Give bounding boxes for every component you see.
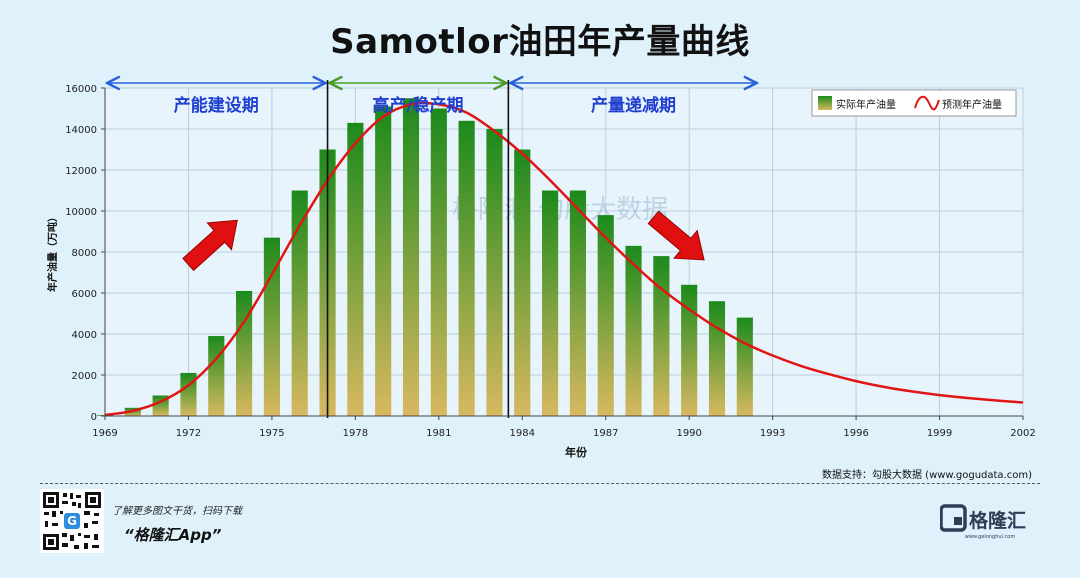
bar-1978	[347, 122, 364, 416]
bar-1979	[375, 106, 392, 416]
bar-1985	[542, 190, 559, 416]
bar-1984	[514, 149, 531, 416]
watermark-text: 格隆汇 勾股大数据	[452, 195, 668, 225]
y-axis-label: 年产油量（万吨）	[46, 212, 59, 292]
bar-1980	[402, 98, 420, 416]
bar-1972	[180, 372, 197, 416]
x-tick-label: 1978	[343, 428, 368, 439]
brand-logo: 格隆汇 www.gelonghui.com	[939, 503, 1040, 541]
footer-download-text: 了解更多图文干货，扫码下载	[112, 506, 242, 517]
legend-label-forecast: 预测年产油量	[942, 98, 1002, 111]
legend-bar-swatch	[818, 96, 832, 110]
y-tick-label: 2000	[72, 371, 97, 382]
bar-1986	[569, 190, 586, 416]
brand-name: 格隆汇	[969, 509, 1026, 532]
qr-code-icon: G	[40, 489, 104, 553]
bar-1991	[708, 301, 726, 416]
x-tick-label: 1987	[593, 428, 618, 439]
x-tick-label: 1975	[259, 428, 284, 439]
x-tick-label: 1972	[176, 428, 201, 439]
forecast-line	[104, 101, 1024, 417]
bar-1987	[597, 215, 614, 416]
y-tick-label: 0	[91, 412, 97, 423]
brand-url: www.gelonghui.com	[965, 534, 1016, 540]
bar-1992	[736, 317, 753, 416]
trend-down-arrow	[647, 210, 705, 261]
legend: 实际年产油量 预测年产油量	[811, 89, 1017, 117]
source-note: 数据支持：勾股大数据 (www.gogudata.com)	[822, 470, 1032, 481]
bar-1989	[653, 256, 670, 416]
phase-label-2: 产量递减期	[591, 95, 676, 116]
bar-1988	[625, 245, 642, 416]
x-tick-label: 1990	[676, 428, 701, 439]
y-tick-label: 6000	[72, 289, 97, 300]
divider	[40, 483, 1040, 484]
x-tick-label: 1993	[760, 428, 785, 439]
x-tick-label: 2002	[1010, 428, 1035, 439]
trend-up-arrow	[182, 219, 238, 272]
x-axis-label: 年份	[565, 445, 588, 459]
x-tick-label: 1981	[426, 428, 451, 439]
page-title: Samotlor油田年产量曲线	[330, 22, 750, 62]
bar-1974	[236, 290, 253, 416]
x-tick-label: 1984	[510, 428, 535, 439]
y-tick-label: 16000	[65, 84, 97, 95]
x-tick-label: 1969	[92, 428, 117, 439]
y-tick-label: 14000	[65, 125, 97, 136]
bar-1983	[486, 129, 503, 416]
bar-1976	[291, 190, 308, 416]
bar-1990	[681, 284, 698, 416]
phase-label-1: 高产/稳产期	[372, 95, 463, 116]
y-tick-label: 12000	[65, 166, 97, 177]
bar-1973	[208, 336, 225, 416]
legend-label-actual: 实际年产油量	[836, 98, 896, 111]
footer-app-name: “格隆汇App”	[124, 526, 222, 544]
bar-1981	[430, 108, 447, 416]
qr-code[interactable]: G	[40, 489, 104, 553]
y-tick-label: 4000	[72, 330, 97, 341]
bar-1982	[458, 120, 475, 417]
svg-text:G: G	[67, 514, 77, 528]
x-tick-label: 1996	[843, 428, 868, 439]
x-tick-label: 1999	[927, 428, 952, 439]
y-tick-label: 8000	[72, 248, 97, 259]
legend-line-swatch	[914, 95, 940, 111]
y-tick-label: 10000	[65, 207, 97, 218]
phase-label-0: 产能建设期	[174, 95, 259, 116]
